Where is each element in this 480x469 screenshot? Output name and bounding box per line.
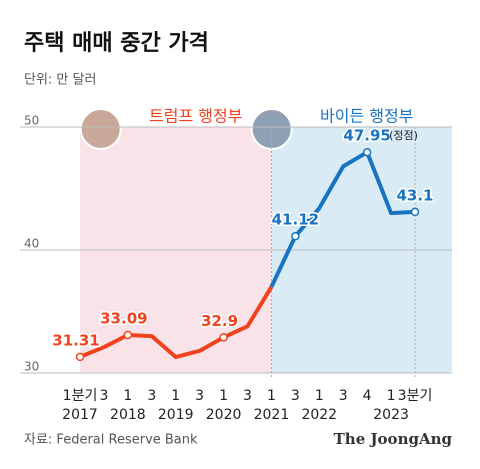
x-tick-label: 3 bbox=[339, 388, 348, 404]
x-year-label: 2019 bbox=[158, 407, 194, 423]
x-tick-label: 1 bbox=[123, 388, 132, 404]
period-label: 트럼프 행정부 bbox=[149, 107, 242, 126]
x-year-label: 2017 bbox=[62, 407, 98, 423]
peak-note: (정점) bbox=[389, 129, 418, 142]
x-tick-label: 3 bbox=[147, 388, 156, 404]
x-year-label: 2021 bbox=[254, 407, 290, 423]
period-label: 바이든 행정부 bbox=[320, 107, 413, 126]
point bbox=[410, 207, 420, 217]
value-label: 43.1 bbox=[396, 186, 433, 204]
value-label: 32.9 bbox=[201, 312, 238, 330]
x-year-label: 2020 bbox=[206, 407, 242, 423]
point bbox=[75, 352, 85, 362]
x-tick-label: 1 bbox=[267, 388, 276, 404]
point bbox=[362, 147, 372, 157]
x-year-label: 2018 bbox=[110, 407, 146, 423]
point bbox=[219, 333, 228, 342]
x-tick-label: 3 bbox=[291, 388, 300, 404]
point bbox=[291, 231, 300, 241]
y-tick-label: 40 bbox=[24, 237, 39, 251]
y-tick-label: 50 bbox=[24, 114, 39, 128]
x-tick-label: 3 bbox=[195, 388, 204, 404]
source: 자료: Federal Reserve Bank bbox=[24, 433, 198, 448]
line bbox=[79, 285, 274, 360]
x-tick-label: 1 bbox=[219, 388, 228, 404]
x-year-label: 2022 bbox=[301, 407, 337, 423]
x-year-label: 2023 bbox=[373, 407, 409, 423]
value-label: 33.09 bbox=[100, 309, 147, 327]
x-tick-label: 3 bbox=[243, 388, 252, 404]
x-tick-label: 1분기 bbox=[63, 388, 98, 404]
value-label: 31.31 bbox=[52, 331, 99, 349]
brand: The JoongAng bbox=[334, 430, 453, 448]
x-tick-label: 1 bbox=[315, 388, 324, 404]
chart-title: 주택 매매 중간 가격 bbox=[24, 31, 209, 56]
x-tick-label: 4 bbox=[363, 388, 372, 404]
portrait bbox=[79, 108, 122, 150]
x-tick-label: 1 bbox=[171, 388, 180, 404]
subtitle: 단위: 만 달러 bbox=[24, 73, 96, 88]
y-tick-label: 30 bbox=[24, 360, 39, 374]
x-tick-label: 1 bbox=[387, 388, 396, 404]
value-label: 41.12 bbox=[272, 211, 319, 229]
x-tick-label: 3 bbox=[99, 388, 108, 404]
point bbox=[123, 330, 133, 340]
value-label: 47.95 bbox=[343, 127, 390, 145]
x-tick-label: 3분기 bbox=[398, 388, 433, 404]
